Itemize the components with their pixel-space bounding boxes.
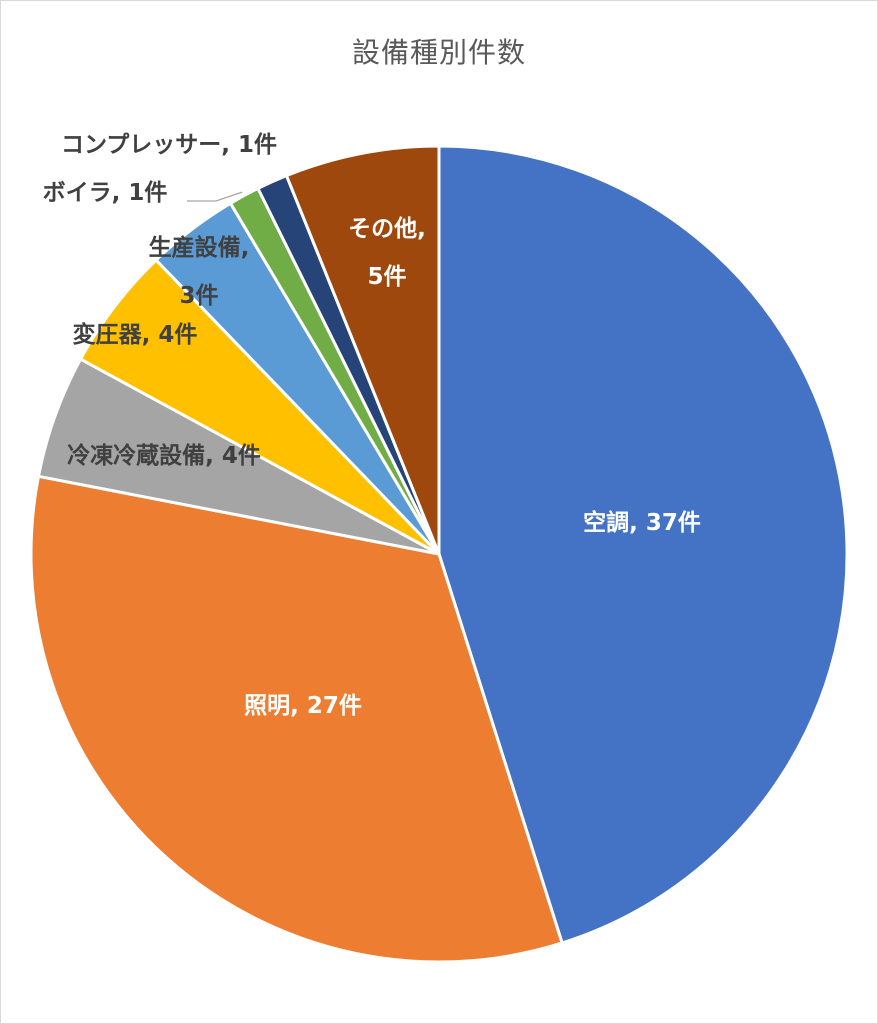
pie-slice-8 (284, 144, 441, 556)
data-label-1: 空調, 37件 (583, 509, 701, 536)
pie-slices (29, 144, 849, 964)
data-label-8: その他, 5件 (348, 216, 426, 290)
data-label-2: 照明, 27件 (244, 693, 362, 719)
chart-title: 設備種別件数 (351, 36, 526, 69)
data-label-7: コンプレッサー, 1件 (61, 132, 277, 158)
pie-slice-2 (29, 474, 564, 964)
data-label-4: 変圧器, 4件 (73, 321, 198, 348)
data-label-6: ボイラ, 1件 (43, 180, 168, 206)
data-label-5: 生産設備, 3件 (149, 234, 250, 309)
leader-line-boiler (187, 191, 243, 202)
data-label-3: 冷凍冷蔵設備, 4件 (67, 442, 261, 469)
pie-slice-1 (437, 144, 849, 945)
